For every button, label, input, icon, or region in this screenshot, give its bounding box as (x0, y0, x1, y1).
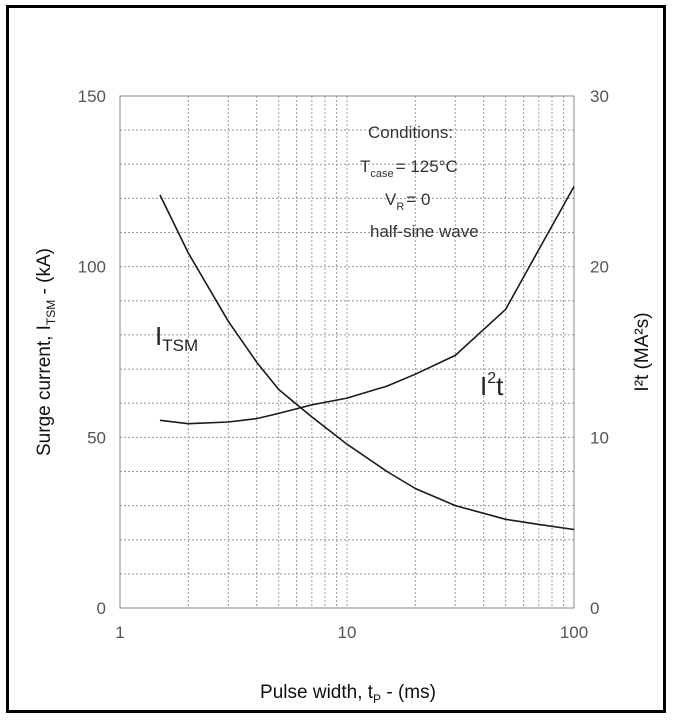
itsm-curve (159, 194, 575, 531)
y-tick-label: 50 (87, 428, 106, 447)
grid (120, 96, 574, 608)
plot-area-border (119, 95, 575, 609)
y2-tick-label: 20 (590, 258, 609, 277)
condition-temperature: Tcase = 125°C (360, 157, 458, 180)
conditions-title: Conditions: (368, 123, 453, 142)
x-tick-label: 1 (115, 623, 124, 642)
itsm-curve-label: ITSM (155, 321, 198, 355)
y2-axis-label: I²t (MA²s) (632, 312, 653, 391)
i2t-curve-label: I2t (480, 370, 504, 401)
x-tick-label: 10 (338, 623, 357, 642)
condition-voltage: VR = 0 (385, 190, 430, 213)
y2-tick-label: 10 (590, 428, 609, 447)
y-axis-label: Surge current, ITSM - (kA) (34, 248, 58, 456)
y-tick-label: 0 (97, 599, 106, 618)
x-axis-label: Pulse width, tP - (ms) (260, 682, 436, 706)
i2t-curve (159, 186, 575, 425)
y2-tick-label: 30 (590, 87, 609, 106)
x-tick-label: 100 (560, 623, 588, 642)
y-tick-label: 100 (78, 258, 106, 277)
curves (159, 186, 575, 531)
y2-tick-label: 0 (590, 599, 599, 618)
condition-waveform: half-sine wave (370, 222, 479, 241)
chart-frame (6, 5, 666, 713)
y-tick-label: 150 (78, 87, 106, 106)
